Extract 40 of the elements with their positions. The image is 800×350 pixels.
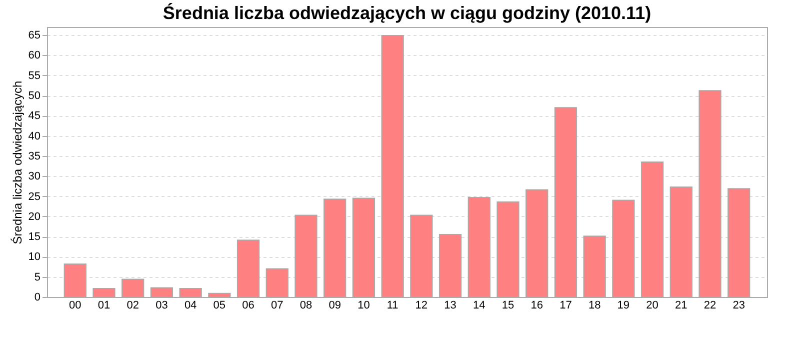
x-tick-label: 14 [473, 300, 486, 312]
x-tick-label: 16 [530, 300, 543, 312]
x-tick-label: 13 [444, 300, 456, 312]
y-tick-label: 55 [28, 70, 40, 82]
x-tick-label: 08 [300, 300, 312, 312]
y-axis-title: Średnia liczba odwiedzających [10, 80, 24, 244]
x-tick-label: 11 [386, 300, 398, 312]
x-tick-label: 06 [242, 300, 254, 312]
y-tick-label: 45 [28, 110, 40, 122]
y-tick-label: 65 [28, 30, 40, 42]
y-tick-label: 50 [28, 90, 40, 102]
y-tick-label: 30 [28, 170, 40, 183]
x-tick-label: 17 [560, 300, 572, 312]
x-tick-label: 22 [704, 300, 716, 312]
y-tick-label: 35 [28, 150, 40, 162]
x-tick-label: 01 [98, 300, 110, 312]
x-tick-label: 09 [328, 300, 341, 312]
x-tick-label: 12 [415, 300, 428, 312]
x-tick-label: 23 [732, 300, 745, 312]
x-tick-label: 07 [271, 300, 284, 312]
y-tick-label: 20 [28, 210, 40, 223]
y-tick-label: 0 [34, 292, 40, 304]
y-tick-label: 10 [28, 251, 40, 264]
y-tick-label: 15 [28, 231, 40, 244]
y-tick-label: 5 [34, 271, 40, 284]
x-tick-label: 03 [156, 300, 168, 312]
x-tick-label: 20 [646, 300, 658, 312]
y-tick-label: 60 [28, 50, 40, 62]
x-tick-label: 00 [69, 300, 82, 312]
x-tick-label: 21 [675, 300, 688, 312]
x-tick-label: 15 [502, 300, 514, 312]
x-tick-label: 05 [213, 300, 226, 312]
x-tick-label: 19 [617, 300, 630, 312]
x-tick-label: 02 [126, 300, 139, 312]
y-tick-label: 40 [28, 130, 40, 142]
chart-title: Średnia liczba odwiedzających w ciągu godziny (2010.11) [162, 3, 652, 23]
y-tick-label: 25 [28, 190, 40, 203]
x-tick-label: 04 [184, 300, 197, 312]
x-tick-label: 18 [588, 300, 601, 312]
x-tick-label: 10 [358, 300, 370, 312]
